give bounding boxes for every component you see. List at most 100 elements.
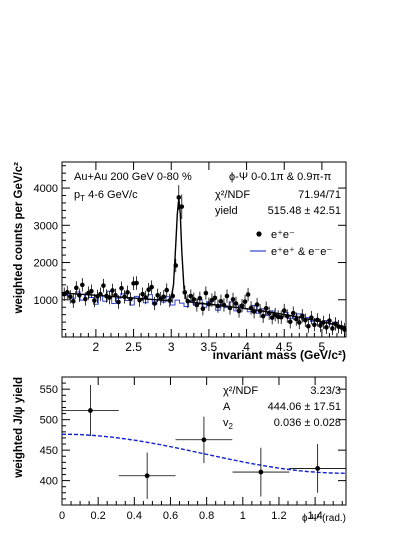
top-annotation-yield-label: yield bbox=[215, 205, 238, 217]
data-point bbox=[296, 320, 302, 325]
data-point bbox=[164, 287, 170, 293]
data-point bbox=[170, 293, 176, 299]
bottom-x-axis-label: ϕ-Ψ (rad.) bbox=[302, 513, 346, 524]
data-point bbox=[83, 296, 88, 302]
data-point bbox=[324, 325, 329, 330]
bottom-annotation-v2-value: 0.036 ± 0.028 bbox=[274, 417, 341, 429]
top-x-tick-label: 4.5 bbox=[276, 340, 293, 354]
data-point bbox=[318, 323, 323, 328]
top-x-tick-label: 3 bbox=[168, 340, 175, 354]
bottom-annotation-v2-label: v2 bbox=[223, 417, 234, 431]
data-point bbox=[239, 303, 245, 309]
data-point bbox=[122, 294, 127, 300]
data-point bbox=[197, 295, 203, 301]
legend-entry-like-sign: e⁺e⁺ & e⁻e⁻ bbox=[271, 246, 332, 258]
top-y-tick-label: 1000 bbox=[34, 295, 58, 307]
data-point bbox=[227, 305, 233, 311]
bottom-y-tick-label: 500 bbox=[40, 415, 58, 427]
data-point bbox=[327, 318, 332, 323]
bottom-y-axis: 400 450 500 550 bbox=[40, 382, 346, 500]
top-x-tick-label: 2.5 bbox=[125, 340, 142, 354]
bottom-y-axis-label: weighted J/ψ yield bbox=[13, 377, 25, 479]
data-point bbox=[113, 292, 118, 298]
data-point bbox=[64, 290, 70, 295]
data-point bbox=[224, 293, 230, 299]
data-point bbox=[92, 298, 97, 303]
data-point bbox=[191, 297, 197, 302]
top-legend: e⁺e⁻ e⁺e⁺ & e⁻e⁻ bbox=[250, 229, 332, 258]
data-point bbox=[293, 316, 299, 322]
data-point bbox=[194, 302, 200, 308]
legend-marker-unlike-sign bbox=[256, 231, 262, 237]
data-point bbox=[89, 288, 94, 294]
data-point bbox=[74, 285, 79, 291]
data-point bbox=[206, 301, 212, 307]
data-point bbox=[300, 313, 305, 319]
data-point bbox=[143, 295, 148, 300]
unlike-sign-points bbox=[61, 185, 347, 337]
data-point bbox=[254, 302, 260, 307]
bottom-x-tick-label: 0 bbox=[59, 510, 65, 522]
bottom-annotation-a-value: 444.06 ± 17.51 bbox=[268, 401, 341, 413]
data-point bbox=[80, 282, 85, 288]
data-point bbox=[269, 315, 275, 320]
data-point bbox=[278, 314, 284, 320]
bottom-annotation-chi2-label: χ²/NDF bbox=[223, 385, 258, 397]
data-point bbox=[70, 298, 76, 304]
top-fit-curve bbox=[61, 198, 347, 328]
data-point bbox=[242, 299, 248, 304]
data-point bbox=[236, 308, 242, 314]
data-point bbox=[221, 302, 227, 308]
data-point bbox=[200, 306, 206, 312]
data-point bbox=[266, 310, 272, 316]
data-point bbox=[281, 308, 287, 313]
top-plot-frame bbox=[61, 161, 347, 338]
top-annotation-pt-bin: pT 4-6 GeV/c bbox=[74, 189, 138, 203]
data-point bbox=[312, 322, 317, 328]
data-point bbox=[67, 294, 73, 300]
data-point bbox=[203, 290, 209, 296]
bottom-x-tick-label: 0.4 bbox=[127, 510, 142, 522]
data-point bbox=[342, 327, 347, 332]
data-point bbox=[110, 288, 115, 293]
data-point bbox=[251, 309, 257, 314]
top-x-tick-label: 5 bbox=[319, 340, 326, 354]
data-point bbox=[260, 313, 266, 319]
data-point bbox=[87, 408, 93, 413]
data-point bbox=[107, 295, 112, 300]
data-point bbox=[119, 285, 124, 291]
jpsi-yield-points bbox=[62, 384, 347, 499]
data-point bbox=[333, 321, 338, 327]
data-point bbox=[101, 283, 106, 288]
top-x-tick-label: 2 bbox=[93, 340, 100, 354]
data-point bbox=[230, 297, 236, 302]
bottom-x-tick-label: 1.2 bbox=[271, 510, 286, 522]
top-annotation-yield-value: 515.48 ± 42.51 bbox=[268, 205, 341, 217]
data-point bbox=[116, 299, 121, 305]
data-point bbox=[137, 297, 142, 303]
bottom-x-tick-label: 1 bbox=[240, 510, 246, 522]
data-point bbox=[144, 473, 150, 479]
top-chart: 2 2.5 3 3.5 4 4.5 5 1000 2000 3000 4000 Au+Au 200… bbox=[13, 161, 347, 362]
data-point bbox=[248, 305, 254, 311]
data-point bbox=[146, 287, 151, 293]
data-point bbox=[233, 301, 239, 306]
top-x-tick-label: 3.5 bbox=[201, 340, 218, 354]
data-point bbox=[315, 317, 320, 323]
top-y-tick-label: 3000 bbox=[34, 220, 58, 232]
data-point bbox=[257, 308, 263, 314]
bottom-y-tick-label: 450 bbox=[40, 445, 58, 457]
data-point bbox=[330, 326, 335, 331]
data-point bbox=[98, 291, 103, 297]
top-annotation-chi2-label: χ²/NDF bbox=[215, 189, 250, 201]
data-point bbox=[77, 292, 82, 298]
top-x-axis: 2 2.5 3 3.5 4 4.5 5 bbox=[65, 162, 345, 354]
data-point bbox=[201, 437, 207, 443]
data-point bbox=[185, 298, 191, 304]
data-point bbox=[303, 317, 308, 323]
bottom-y-tick-label: 400 bbox=[40, 476, 58, 488]
data-point bbox=[215, 303, 221, 309]
top-x-tick-label: 4 bbox=[243, 340, 250, 354]
data-point bbox=[173, 263, 179, 268]
bottom-x-tick-label: 0.8 bbox=[199, 510, 214, 522]
